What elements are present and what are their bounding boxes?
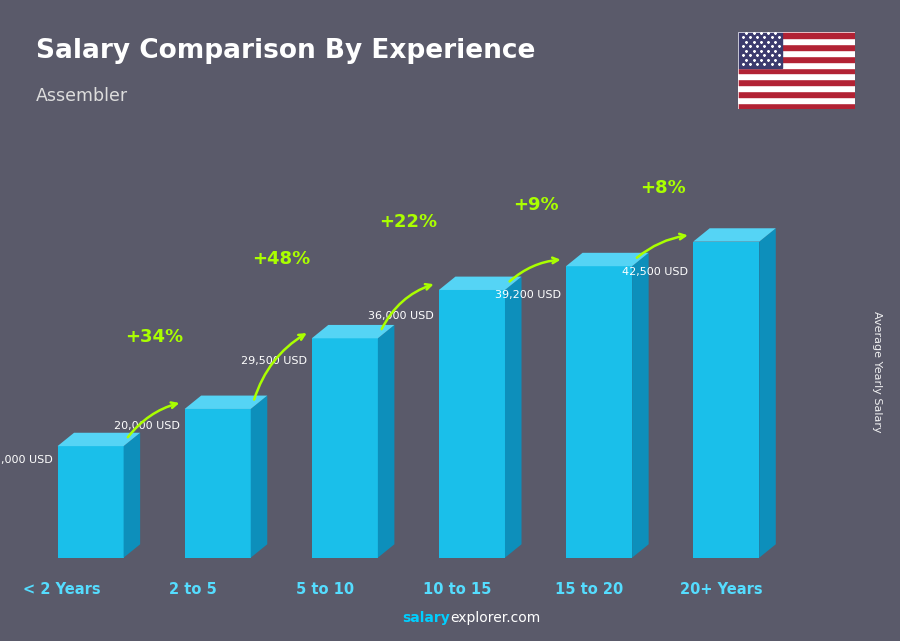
Bar — [738, 50, 855, 56]
Bar — [738, 97, 855, 103]
Polygon shape — [311, 338, 378, 558]
Polygon shape — [632, 253, 649, 558]
Polygon shape — [184, 409, 251, 558]
Bar — [738, 85, 855, 91]
Polygon shape — [311, 325, 394, 338]
Text: 36,000 USD: 36,000 USD — [368, 312, 434, 321]
Text: +9%: +9% — [513, 196, 558, 214]
Text: 15 to 20: 15 to 20 — [555, 582, 624, 597]
Bar — [738, 32, 782, 67]
Text: 20,000 USD: 20,000 USD — [113, 421, 180, 431]
Text: Assembler: Assembler — [36, 87, 128, 104]
Bar — [738, 62, 855, 67]
Text: Average Yearly Salary: Average Yearly Salary — [872, 311, 883, 433]
Bar — [738, 38, 855, 44]
Text: 29,500 USD: 29,500 USD — [240, 356, 307, 366]
Text: Salary Comparison By Experience: Salary Comparison By Experience — [36, 38, 536, 65]
Text: < 2 Years: < 2 Years — [22, 582, 100, 597]
Text: +48%: +48% — [252, 250, 310, 268]
Polygon shape — [760, 228, 776, 558]
Bar — [738, 56, 855, 62]
Bar — [738, 79, 855, 85]
Polygon shape — [439, 277, 521, 290]
Bar — [738, 44, 855, 50]
Polygon shape — [184, 395, 267, 409]
Text: explorer.com: explorer.com — [450, 611, 540, 625]
Polygon shape — [693, 228, 776, 242]
Text: +8%: +8% — [640, 179, 686, 197]
Bar — [738, 32, 855, 38]
Polygon shape — [505, 277, 521, 558]
Bar — [738, 103, 855, 109]
Text: 20+ Years: 20+ Years — [680, 582, 762, 597]
Polygon shape — [693, 242, 760, 558]
Text: 10 to 15: 10 to 15 — [423, 582, 491, 597]
Text: +22%: +22% — [379, 213, 437, 231]
Text: 15,000 USD: 15,000 USD — [0, 455, 52, 465]
Text: salary: salary — [402, 611, 450, 625]
Bar — [738, 67, 855, 74]
Bar — [738, 74, 855, 79]
Polygon shape — [566, 253, 649, 266]
Text: 5 to 10: 5 to 10 — [296, 582, 355, 597]
Polygon shape — [251, 395, 267, 558]
Polygon shape — [58, 446, 123, 558]
Text: 42,500 USD: 42,500 USD — [622, 267, 688, 277]
Polygon shape — [439, 290, 505, 558]
Bar — [738, 91, 855, 97]
Polygon shape — [566, 266, 632, 558]
Text: +34%: +34% — [125, 328, 184, 345]
Polygon shape — [123, 433, 140, 558]
Polygon shape — [58, 433, 140, 446]
Text: 39,200 USD: 39,200 USD — [495, 290, 561, 299]
Text: 2 to 5: 2 to 5 — [169, 582, 217, 597]
Polygon shape — [378, 325, 394, 558]
